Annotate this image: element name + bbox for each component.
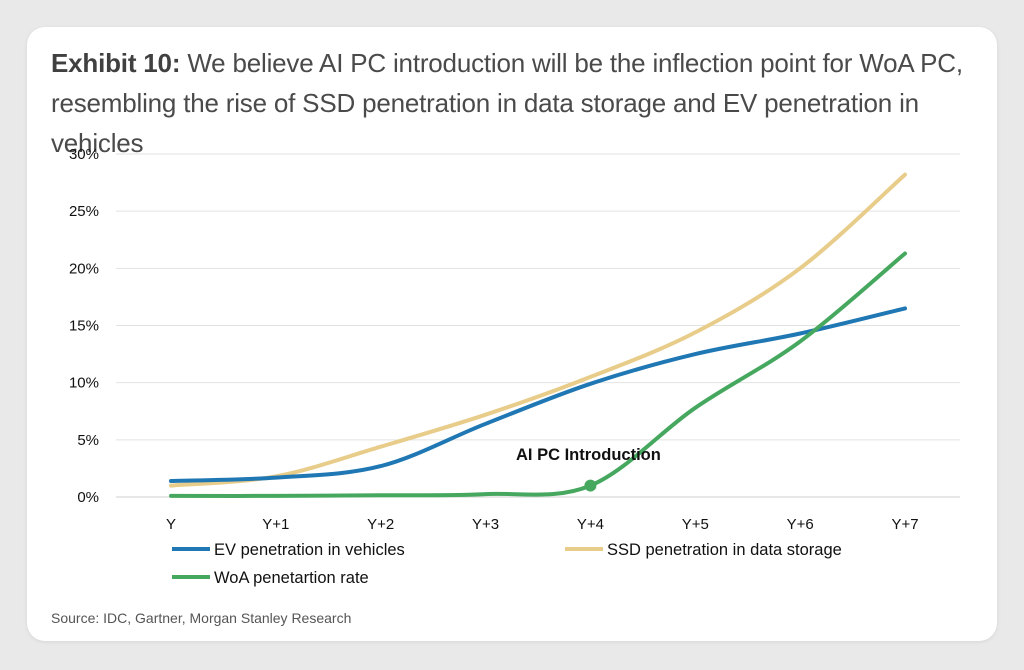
y-tick-label: 5% <box>77 432 99 449</box>
x-tick-label: Y+2 <box>367 516 394 533</box>
x-tick-label: Y+6 <box>787 516 814 533</box>
annotation-marker <box>584 479 597 492</box>
series-line-ssd <box>169 172 907 488</box>
exhibit-card: Exhibit 10: We believe AI PC introductio… <box>27 27 997 641</box>
x-tick-label: Y+5 <box>682 516 709 533</box>
y-tick-label: 10% <box>69 375 99 392</box>
y-tick-label: 25% <box>69 203 99 220</box>
legend-label-ssd: SSD penetration in data storage <box>607 541 842 559</box>
annotation-label: AI PC Introduction <box>516 446 661 464</box>
legend-label-woa: WoA penetartion rate <box>214 569 369 587</box>
title-line-1: Exhibit 10: We believe AI PC introductio… <box>51 43 981 83</box>
y-tick-label: 15% <box>69 318 99 335</box>
title-text-1: We believe AI PC introduction will be th… <box>187 48 963 78</box>
x-tick-label: Y <box>166 516 176 533</box>
series-line-woa <box>169 251 907 498</box>
title-line-2: resembling the rise of SSD penetration i… <box>51 88 919 158</box>
y-tick-label: 20% <box>69 260 99 277</box>
x-axis-ticks: Y Y+1 Y+2 Y+3 Y+4 Y+5 Y+6 Y+7 <box>166 516 919 533</box>
y-tick-label: 0% <box>77 489 99 506</box>
line-chart: 0%5%10%15%20%25%30% Y Y+1 Y+2 Y+3 Y+4 Y+5 Y+6 Y… <box>69 146 960 587</box>
legend-label-ev: EV penetration in vehicles <box>214 541 405 559</box>
x-tick-label: Y+4 <box>577 516 604 533</box>
legend: EV penetration in vehicles SSD penetratio… <box>172 541 842 587</box>
annotation: AI PC Introduction <box>516 446 661 492</box>
exhibit-prefix: Exhibit 10: <box>51 48 181 78</box>
series-line-ev <box>169 306 907 483</box>
series-lines <box>169 172 907 498</box>
x-tick-label: Y+3 <box>472 516 499 533</box>
grid-lines <box>116 153 960 498</box>
y-axis-ticks: 0% 5% 10% 15% 20% 25% 30% <box>69 146 99 506</box>
source-note: Source: IDC, Gartner, Morgan Stanley Res… <box>51 610 352 626</box>
x-tick-label: Y+1 <box>262 516 289 533</box>
y-tick-label: 30% <box>69 146 99 163</box>
x-tick-label: Y+7 <box>891 516 918 533</box>
exhibit-title: Exhibit 10: We believe AI PC introductio… <box>51 43 981 163</box>
